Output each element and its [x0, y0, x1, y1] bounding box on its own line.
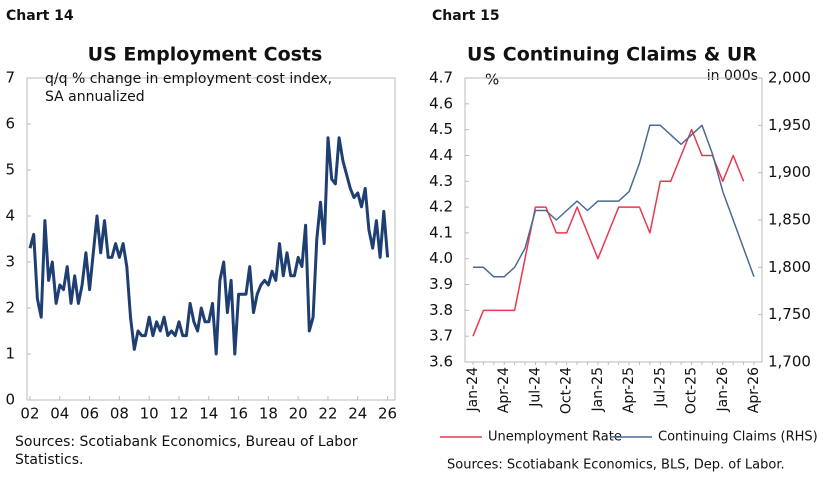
y-tick-label: 1 [5, 345, 15, 363]
y-tick-label: 4.2 [429, 198, 453, 216]
source-note: Sources: Scotiabank Economics, BLS, Dep.… [447, 458, 785, 473]
y-tick-label: 4.3 [429, 172, 453, 190]
x-tick-label: Oct-24 [559, 367, 575, 414]
y-tick-label: 4.1 [429, 223, 453, 241]
y-tick-label: 5 [5, 161, 15, 179]
legend-label: Unemployment Rate [488, 430, 622, 445]
x-tick-label: 08 [110, 405, 129, 423]
x-tick-label: 12 [169, 405, 188, 423]
x-tick-label: 22 [318, 405, 337, 423]
x-tick-label: 14 [199, 405, 218, 423]
y-tick-label: 3 [5, 253, 15, 271]
x-tick-label: 04 [50, 405, 69, 423]
y2-tick-label: 1,950 [768, 116, 811, 134]
y2-tick-label: 1,750 [768, 305, 811, 323]
x-tick-label: 10 [140, 405, 159, 423]
chart-title: US Employment Costs [88, 44, 323, 66]
x-tick-label: Jan-25 [590, 367, 606, 412]
chart-title: US Continuing Claims & UR [467, 44, 757, 66]
y2-tick-label: 1,700 [768, 353, 811, 371]
y-tick-label: 3.8 [429, 301, 453, 319]
x-tick-label: Apr-24 [496, 367, 512, 413]
chart-label: Chart 14 [6, 8, 74, 24]
chart-label: Chart 15 [432, 8, 500, 24]
y-tick-label: 4.6 [429, 94, 453, 112]
x-tick-label: Apr-26 [746, 367, 762, 413]
y-tick-label: 0 [5, 391, 15, 409]
y2-tick-label: 1,800 [768, 258, 811, 276]
y-tick-label: 3.9 [429, 275, 453, 293]
x-tick-label: Jul-24 [527, 367, 543, 408]
y-tick-label: 6 [5, 115, 15, 133]
y-tick-label: 4.4 [429, 146, 453, 164]
y2-tick-label: 1,900 [768, 163, 811, 181]
x-tick-label: Jan-26 [715, 367, 731, 413]
x-tick-label: Jul-25 [652, 367, 668, 408]
data-line [473, 124, 755, 278]
x-tick-label: 02 [20, 405, 39, 423]
x-tick-label: 06 [80, 405, 99, 423]
y-tick-label: 3.6 [429, 353, 453, 371]
data-line [472, 128, 745, 337]
subtitle: q/q % change in employment cost index, S… [45, 71, 333, 105]
y-tick-label: 4.0 [429, 249, 453, 267]
x-tick-label: 18 [259, 405, 278, 423]
y-tick-label: 4.5 [429, 120, 453, 138]
y-tick-label: 4.7 [429, 69, 453, 87]
axis-unit: % [485, 71, 499, 89]
x-tick-label: Apr-25 [621, 367, 637, 413]
y-tick-label: 3.7 [429, 327, 453, 345]
axis-unit: in 000s [707, 68, 758, 84]
y-tick-label: 7 [5, 69, 15, 87]
x-tick-label: 26 [378, 405, 397, 423]
y-tick-label: 2 [5, 299, 15, 317]
legend-label: Continuing Claims (RHS) [658, 430, 818, 445]
data-line [28, 136, 390, 356]
plot-frame [26, 77, 396, 401]
y2-tick-label: 2,000 [768, 69, 811, 87]
x-tick-label: Oct-25 [684, 367, 700, 414]
x-tick-label: 16 [229, 405, 248, 423]
x-tick-label: 20 [289, 405, 308, 423]
x-tick-label: Jan-24 [465, 367, 481, 413]
source-note: Sources: Scotiabank Economics, Bureau of… [15, 434, 358, 468]
y2-tick-label: 1,850 [768, 211, 811, 229]
y-tick-label: 4 [5, 207, 15, 225]
x-tick-label: 24 [348, 405, 367, 423]
